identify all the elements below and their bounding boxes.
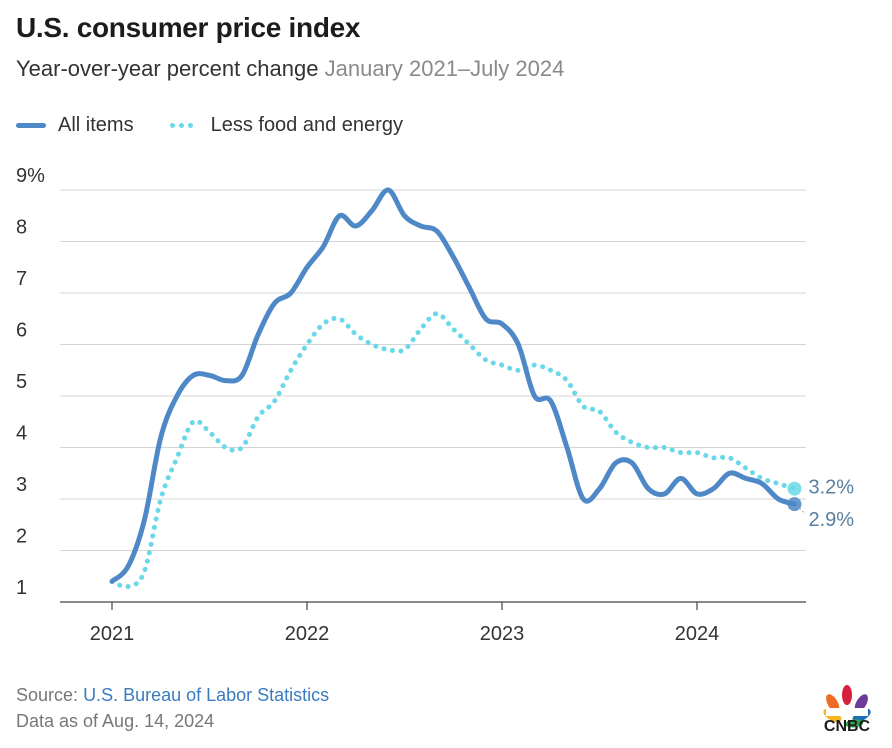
chart-footer: Source: U.S. Bureau of Labor Statistics … <box>16 682 329 734</box>
y-tick-label: 5 <box>16 371 27 393</box>
x-tick-label: 2023 <box>480 623 525 645</box>
legend-label-core: Less food and energy <box>210 114 403 136</box>
legend-item-core: Less food and energy <box>169 114 403 137</box>
legend-item-all-items: All items <box>16 114 134 137</box>
y-tick-label: 7 <box>16 268 27 290</box>
legend-swatch-solid <box>16 123 46 128</box>
cnbc-logo: CNBC <box>823 685 871 735</box>
legend-swatch-dotted <box>169 123 197 128</box>
data-as-of: Data as of Aug. 14, 2024 <box>16 711 215 731</box>
logo-text: CNBC <box>824 718 871 735</box>
series-line-core <box>109 311 797 590</box>
chart-legend: All items Less food and energy <box>16 114 439 137</box>
x-tick-label: 2022 <box>285 623 330 645</box>
subtitle-date-range: January 2021–July 2024 <box>324 56 565 81</box>
x-tick-label: 2024 <box>675 623 720 645</box>
end-dot-core <box>787 481 802 496</box>
y-tick-label: 2 <box>16 526 27 548</box>
end-label-all-items: 2.9% <box>809 509 855 531</box>
y-tick-label: 1 <box>16 577 27 599</box>
line-chart: 1 2 3 4 5 6 7 8 9% 2021 2022 2023 2024 3.2% 2.9% <box>16 165 855 645</box>
source-link[interactable]: U.S. Bureau of Labor Statistics <box>83 685 330 705</box>
end-dot-all-items <box>787 497 802 512</box>
peacock-icon <box>823 685 871 728</box>
x-tick-label: 2021 <box>90 623 135 645</box>
y-tick-label: 3 <box>16 474 27 496</box>
legend-label-all-items: All items <box>58 114 134 136</box>
y-tick-label: 4 <box>16 423 27 445</box>
source-line: Source: U.S. Bureau of Labor Statistics <box>16 682 329 708</box>
source-prefix: Source: <box>16 685 79 705</box>
series-line-all-items <box>109 187 797 584</box>
chart-subtitle: Year-over-year percent change January 20… <box>16 56 564 82</box>
end-label-leader <box>799 507 806 515</box>
subtitle-text: Year-over-year percent change <box>16 56 319 81</box>
y-tick-label: 6 <box>16 320 27 342</box>
end-label-core: 3.2% <box>809 477 855 499</box>
chart-title: U.S. consumer price index <box>16 12 361 43</box>
y-tick-label: 8 <box>16 217 27 239</box>
y-tick-label: 9% <box>16 165 45 187</box>
